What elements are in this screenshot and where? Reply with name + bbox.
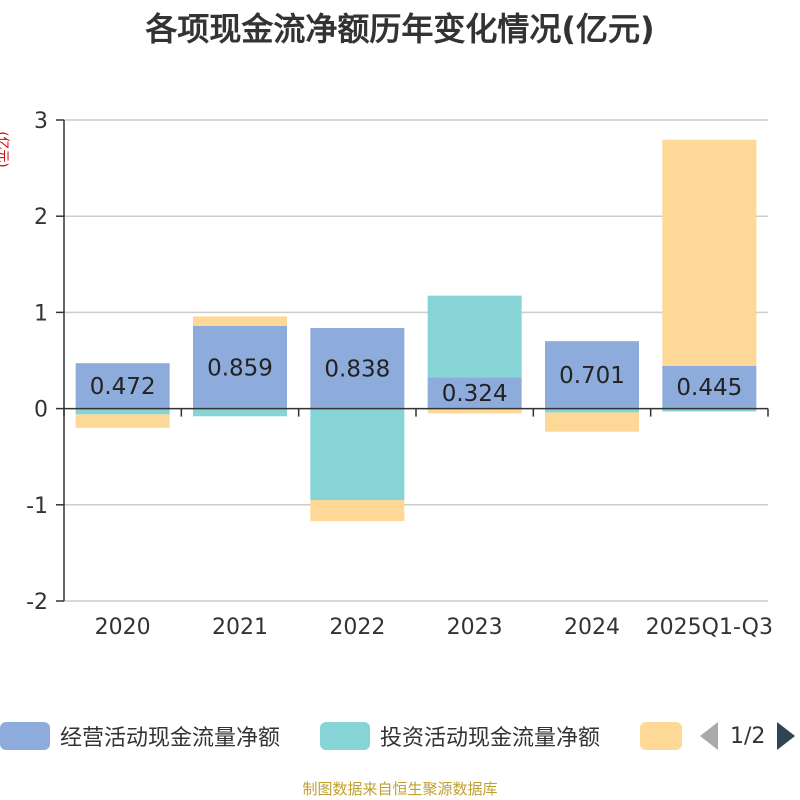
bar-chart: 3 2 1 0 -1 -2 0.472 2020 0.859 2021 0.838 2022 0.324… (26, 109, 773, 640)
legend-label-investing: 投资活动现金流量净额 (380, 726, 601, 751)
legend-item-financing[interactable] (640, 716, 682, 756)
data-label: 0.701 (559, 363, 625, 389)
legend-item-operating[interactable]: 经营活动现金流量净额 (0, 716, 280, 756)
bar-financing (310, 499, 405, 522)
y-tick-label: 0 (34, 398, 48, 423)
bar-investing (545, 408, 639, 413)
legend: 经营活动现金流量净额 投资活动现金流量净额 (0, 716, 800, 756)
bar-investing (193, 408, 287, 417)
chart-title: 各项现金流净额历年变化情况(亿元) (145, 10, 655, 48)
bar-operating (427, 377, 522, 409)
bar-operating (662, 365, 757, 409)
y-tick-label: -2 (26, 590, 48, 615)
data-label: 0.445 (676, 375, 742, 401)
data-source-note: 制图数据来自恒生聚源数据库 (302, 780, 498, 798)
bar-financing (662, 139, 757, 366)
x-tick-label: 2022 (329, 615, 385, 640)
bar-financing (545, 412, 639, 432)
data-label: 0.859 (207, 355, 273, 381)
legend-label-operating: 经营活动现金流量净额 (60, 726, 281, 751)
legend-swatch-operating (0, 722, 50, 750)
data-label: 0.838 (324, 356, 390, 382)
bar-investing (310, 408, 405, 500)
legend-item-investing[interactable]: 投资活动现金流量净额 (320, 716, 600, 756)
y-tick-label: -1 (26, 494, 48, 519)
bar-financing (193, 316, 287, 326)
bar-investing (662, 408, 757, 412)
bar-operating (193, 325, 287, 409)
bar-investing (427, 295, 522, 378)
data-label: 0.324 (442, 381, 508, 407)
legend-prev-page-icon[interactable] (700, 722, 718, 750)
bar-financing (427, 408, 522, 414)
x-tick-label: 2021 (212, 615, 268, 640)
x-tick-label: 2024 (564, 615, 620, 640)
data-label: 0.472 (90, 374, 156, 400)
bar-investing (75, 408, 170, 415)
legend-pager: 1/2 (700, 716, 796, 756)
y-tick-label: 2 (34, 205, 48, 230)
bar-operating (75, 363, 170, 409)
x-tick-label: 2025Q1-Q3 (646, 615, 773, 640)
legend-page-indicator: 1/2 (730, 723, 766, 749)
legend-next-page-icon[interactable] (777, 722, 796, 750)
x-tick-label: 2020 (95, 615, 151, 640)
bar-operating (545, 341, 639, 409)
bar-operating (310, 327, 405, 409)
legend-swatch-financing (640, 722, 682, 750)
legend-swatch-investing (320, 722, 370, 750)
x-tick-label: 2023 (447, 615, 503, 640)
bar-financing (75, 414, 170, 428)
y-tick-label: 1 (34, 301, 48, 326)
y-tick-label: 3 (34, 109, 48, 134)
